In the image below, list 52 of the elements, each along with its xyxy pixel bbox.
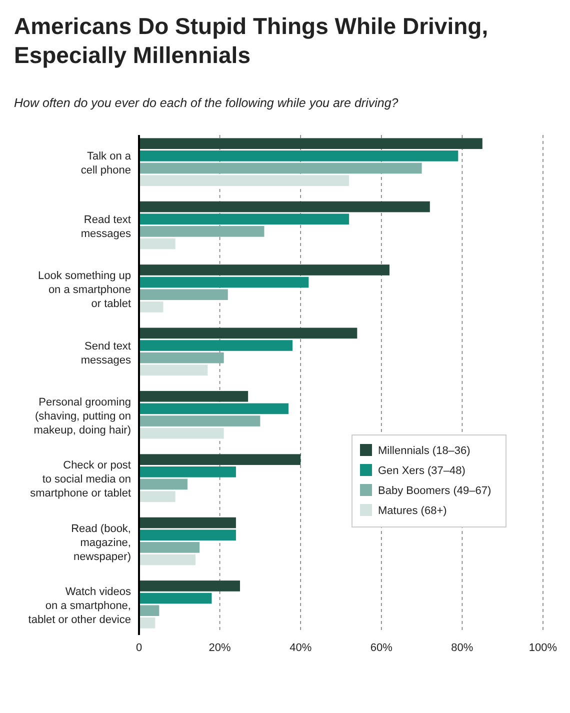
legend-label: Gen Xers (37–48) — [378, 464, 466, 477]
bar — [139, 238, 176, 250]
bar — [139, 592, 212, 604]
bar — [139, 264, 390, 276]
chart-subtitle: How often do you ever do each of the following while you are driving? — [14, 96, 398, 110]
bar — [139, 175, 350, 186]
bar — [139, 162, 422, 174]
bar — [139, 364, 208, 376]
bar — [139, 491, 176, 502]
chart-title: Americans Do Stupid Things While Driving, Especially Millennials — [14, 13, 488, 68]
y-tick-label: Read (book, magazine, newspaper) — [71, 522, 131, 563]
bar — [139, 390, 248, 402]
bar — [139, 605, 160, 616]
y-tick-label: Look something up on a smartphone or tablet — [38, 270, 131, 310]
bar — [139, 454, 301, 465]
x-tick-label: 20% — [208, 642, 232, 654]
bar — [139, 226, 264, 237]
bar — [139, 340, 293, 351]
bar — [139, 428, 224, 439]
y-tick-label: Read text messages — [80, 214, 132, 240]
y-tick-label: Watch videos on a smartphone, tablet or other device — [28, 586, 132, 626]
y-tick-label: Personal grooming (shaving, putting on makeup, doing hair) — [34, 396, 131, 436]
y-tick-label: Check or post to social media on smartphone or tablet — [30, 460, 131, 500]
bar — [139, 416, 260, 426]
bar — [139, 542, 200, 553]
bar — [139, 478, 188, 490]
bar — [139, 289, 228, 300]
bar — [139, 328, 358, 339]
bar — [139, 201, 430, 212]
x-tick-label: 0 — [136, 642, 142, 654]
x-tick-label: 100% — [528, 642, 558, 654]
bar — [139, 466, 236, 478]
bar — [139, 276, 309, 288]
bar — [139, 150, 458, 162]
bar — [139, 554, 196, 566]
bar — [139, 618, 156, 628]
bar — [139, 138, 482, 149]
bar — [139, 517, 236, 528]
x-tick-label: 40% — [290, 642, 312, 654]
bar — [139, 403, 288, 414]
legend-label: Millennials (18–36) — [378, 444, 470, 457]
bar — [139, 530, 236, 540]
x-tick-label: 80% — [451, 642, 474, 654]
y-tick-label: Send text messages — [80, 340, 132, 366]
legend-label: Baby Boomers (49–67) — [378, 484, 492, 497]
x-tick-label: 60% — [370, 642, 393, 654]
bar — [139, 214, 350, 225]
bar — [139, 580, 240, 592]
bar — [139, 302, 164, 312]
bar — [139, 352, 224, 364]
legend-label: Matures (68+) — [378, 504, 447, 517]
y-tick-label: Talk on a cell phone — [80, 150, 132, 177]
